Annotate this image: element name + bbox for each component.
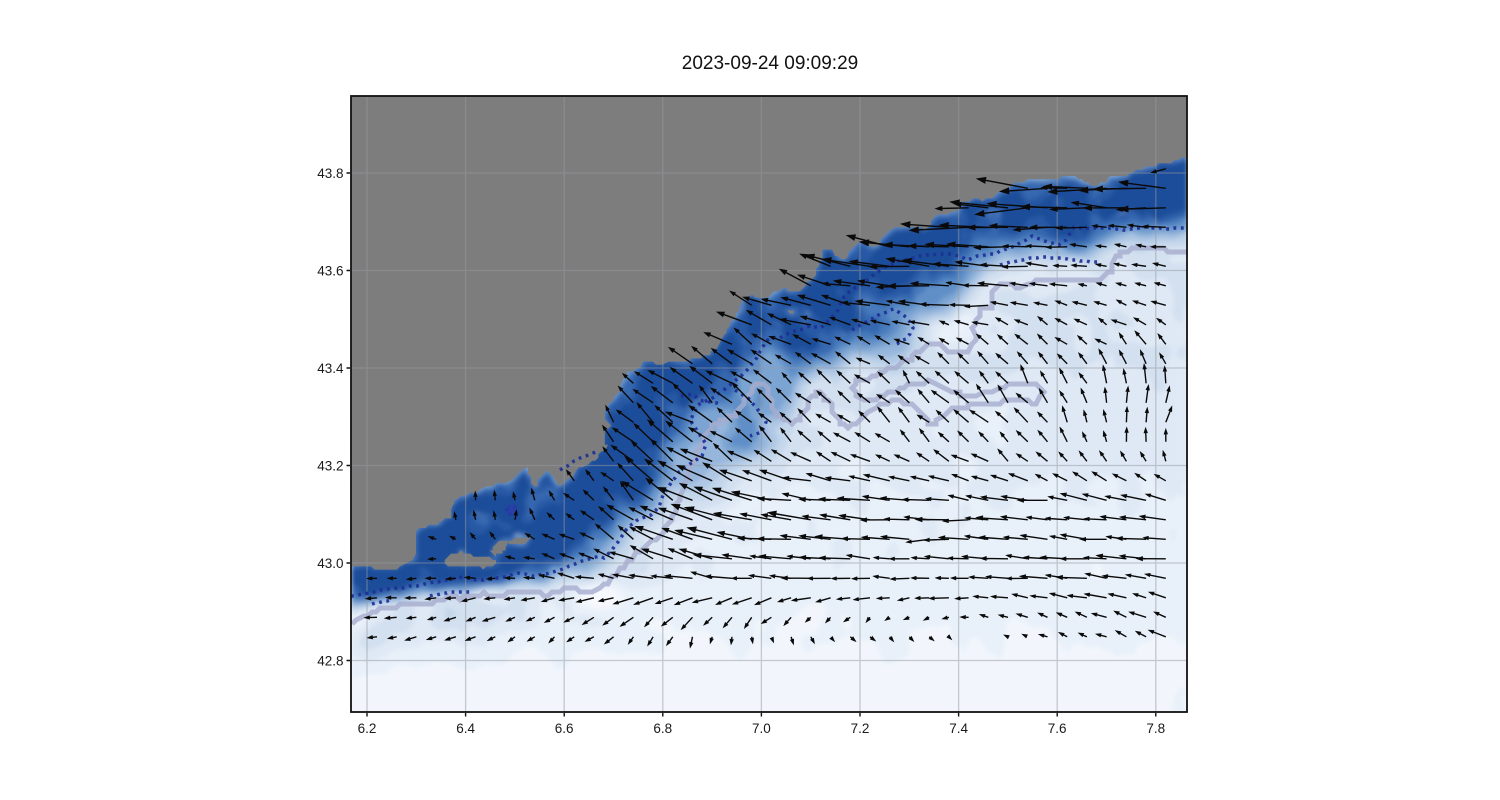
svg-text:7.6: 7.6 [1048,721,1067,736]
svg-text:43.2: 43.2 [317,458,343,473]
svg-text:43.4: 43.4 [317,361,344,376]
svg-text:7.0: 7.0 [752,721,771,736]
svg-text:43.6: 43.6 [317,263,343,278]
svg-text:42.8: 42.8 [317,653,343,668]
svg-text:6.6: 6.6 [555,721,574,736]
svg-text:6.4: 6.4 [456,721,475,736]
svg-text:7.2: 7.2 [851,721,870,736]
svg-text:6.8: 6.8 [653,721,672,736]
svg-text:43.8: 43.8 [317,166,343,181]
svg-text:7.4: 7.4 [949,721,968,736]
svg-text:2023-09-24 09:09:29: 2023-09-24 09:09:29 [682,53,858,74]
svg-text:43.0: 43.0 [317,556,343,571]
svg-text:7.8: 7.8 [1146,721,1165,736]
svg-text:6.2: 6.2 [358,721,377,736]
